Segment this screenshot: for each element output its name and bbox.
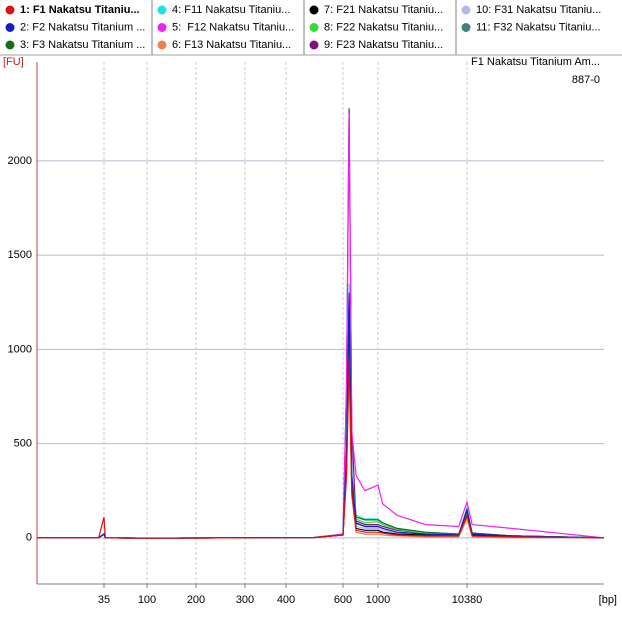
legend-label: 1: F1 Nakatsu Titaniu...: [20, 4, 140, 16]
x-tick-label: 100: [138, 594, 156, 606]
y-axis-label: [FU]: [3, 56, 24, 68]
y-tick-label: 1000: [8, 343, 32, 355]
y-tick-label: 500: [14, 438, 32, 450]
y-tick-label: 0: [26, 532, 32, 544]
legend-marker: [309, 40, 319, 50]
legend-label: 2: F2 Nakatsu Titanium ...: [20, 21, 145, 33]
legend-marker: [5, 5, 15, 15]
x-tick-label: 35: [98, 594, 110, 606]
legend-marker: [157, 5, 167, 15]
x-tick-label: 1000: [366, 594, 390, 606]
x-axis-label: [bp]: [599, 594, 617, 606]
legend-label: 8: F22 Nakatsu Titaniu...: [324, 21, 443, 33]
x-tick-label: 600: [334, 594, 352, 606]
x-tick-label: 400: [277, 594, 295, 606]
legend-marker: [461, 23, 471, 32]
legend-marker: [157, 23, 167, 32]
legend-marker: [5, 40, 15, 50]
chart-subtitle: 887-0: [572, 74, 600, 86]
legend-label: 7: F21 Nakatsu Titaniu...: [324, 4, 443, 16]
legend-marker: [309, 23, 319, 32]
y-tick-label: 1500: [8, 249, 32, 261]
legend-label: 11: F32 Nakatsu Titaniu...: [476, 21, 601, 33]
x-tick-label: 200: [187, 594, 205, 606]
legend-label: 4: F11 Nakatsu Titaniu...: [172, 4, 290, 16]
x-tick-label: 300: [236, 594, 254, 606]
legend-label: 10: F31 Nakatsu Titaniu...: [476, 4, 601, 16]
legend-label: 6: F13 Nakatsu Titaniu...: [172, 39, 291, 51]
legend-label: 3: F3 Nakatsu Titanium ...: [20, 39, 145, 51]
legend-label: 5: F12 Nakatsu Titaniu...: [172, 21, 294, 33]
y-tick-label: 2000: [8, 155, 32, 167]
chart-title: F1 Nakatsu Titanium Am...: [471, 56, 600, 68]
legend-marker: [157, 40, 167, 50]
legend-label: 9: F23 Nakatsu Titaniu...: [324, 39, 443, 51]
legend-marker: [309, 5, 319, 15]
legend-marker: [461, 5, 471, 15]
series-line: [37, 356, 605, 539]
legend-marker: [5, 23, 15, 32]
x-tick-label: 10380: [452, 594, 483, 606]
